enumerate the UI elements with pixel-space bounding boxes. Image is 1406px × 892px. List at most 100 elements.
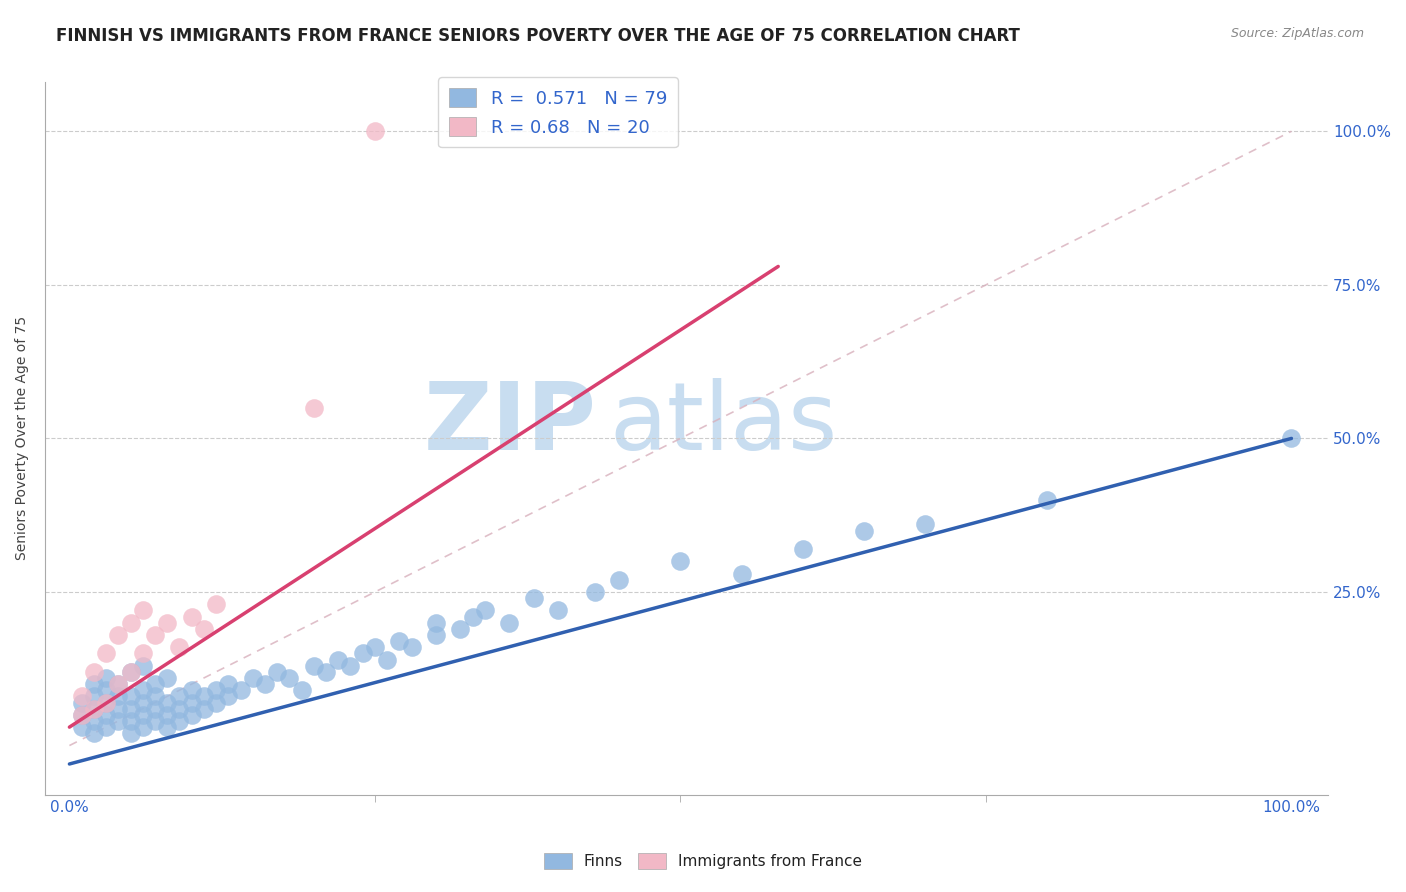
Point [1281,432,1303,446]
Point [583,585,606,599]
Point [461,609,484,624]
Point [94,696,117,710]
Point [328,652,350,666]
Point [388,634,411,648]
Point [83,690,105,704]
Point [83,677,105,691]
Point [120,665,142,679]
Point [83,702,105,716]
Point [352,647,374,661]
Point [217,690,239,704]
Point [669,554,692,568]
Point [242,671,264,685]
Point [291,683,314,698]
Point [143,714,166,728]
Point [107,677,129,691]
Point [375,652,398,666]
Point [302,658,325,673]
Point [120,714,142,728]
Point [156,671,179,685]
Point [474,603,496,617]
Text: FINNISH VS IMMIGRANTS FROM FRANCE SENIORS POVERTY OVER THE AGE OF 75 CORRELATION: FINNISH VS IMMIGRANTS FROM FRANCE SENIOR… [56,27,1021,45]
Point [132,647,155,661]
Point [94,707,117,722]
Text: atlas: atlas [610,378,838,470]
Point [169,640,191,655]
Point [70,720,93,734]
Point [94,720,117,734]
Point [339,658,361,673]
Point [83,702,105,716]
Point [229,683,252,698]
Point [94,647,117,661]
Point [730,566,752,581]
Point [143,628,166,642]
Point [107,690,129,704]
Point [217,677,239,691]
Point [107,714,129,728]
Point [70,690,93,704]
Point [914,517,936,532]
Point [132,720,155,734]
Point [180,683,202,698]
Point [523,591,546,606]
Point [193,690,215,704]
Point [107,628,129,642]
Point [120,726,142,740]
Point [107,677,129,691]
Point [120,615,142,630]
Point [607,573,630,587]
Point [120,702,142,716]
Point [120,690,142,704]
Point [120,665,142,679]
Point [94,696,117,710]
Point [302,401,325,415]
Point [266,665,288,679]
Point [450,622,472,636]
Point [401,640,423,655]
Point [132,707,155,722]
Point [852,524,875,538]
Point [498,615,520,630]
Point [107,702,129,716]
Legend: R =  0.571   N = 79, R = 0.68   N = 20: R = 0.571 N = 79, R = 0.68 N = 20 [439,77,678,147]
Y-axis label: Seniors Poverty Over the Age of 75: Seniors Poverty Over the Age of 75 [15,317,30,560]
Point [143,690,166,704]
Point [425,615,447,630]
Point [169,702,191,716]
Point [278,671,301,685]
Point [193,702,215,716]
Point [253,677,276,691]
Point [70,696,93,710]
Point [547,603,569,617]
Point [205,683,228,698]
Point [143,677,166,691]
Point [83,714,105,728]
Point [70,707,93,722]
Point [180,609,202,624]
Point [83,665,105,679]
Legend: Finns, Immigrants from France: Finns, Immigrants from France [538,847,868,875]
Point [425,628,447,642]
Point [180,707,202,722]
Point [132,683,155,698]
Point [315,665,337,679]
Point [792,541,814,556]
Point [169,690,191,704]
Text: Source: ZipAtlas.com: Source: ZipAtlas.com [1230,27,1364,40]
Point [83,726,105,740]
Point [132,658,155,673]
Point [180,696,202,710]
Point [143,702,166,716]
Point [169,714,191,728]
Point [156,696,179,710]
Point [70,707,93,722]
Point [156,707,179,722]
Point [94,671,117,685]
Point [205,597,228,611]
Point [132,696,155,710]
Text: ZIP: ZIP [423,378,596,470]
Point [193,622,215,636]
Point [364,640,387,655]
Point [205,696,228,710]
